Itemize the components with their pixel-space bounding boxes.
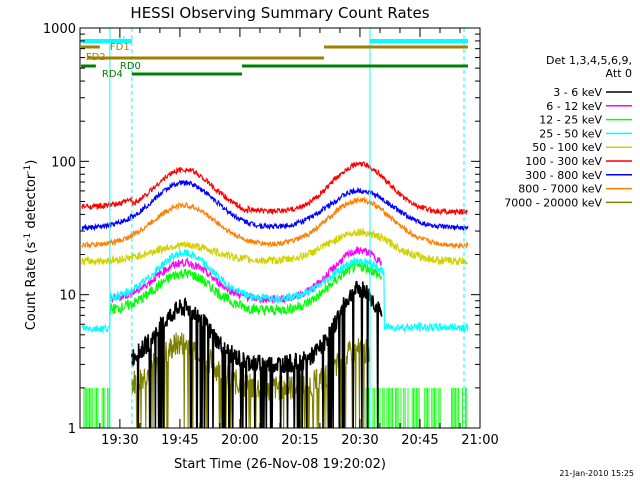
legend-label-6: 100 - 300 keV — [525, 155, 602, 168]
y-tick-label: 1 — [68, 422, 76, 437]
flag-label-fd1: FD1 — [110, 42, 130, 53]
x-tick-label: 19:30 — [101, 433, 138, 448]
y-tick-label: 1000 — [43, 22, 76, 37]
flag-label-rd0: RD0 — [120, 61, 141, 72]
series-50-100-kev — [81, 228, 469, 267]
legend-label-5: 50 - 100 keV — [532, 141, 602, 154]
flag-label-fd2: FD2 — [86, 52, 106, 63]
x-tick-label: 21:00 — [461, 433, 498, 448]
series-25-50-kev — [81, 249, 469, 334]
y-tick-label: 100 — [51, 155, 76, 170]
x-tick-label: 20:30 — [341, 433, 378, 448]
series-800-7000-kev — [81, 195, 469, 250]
x-tick-label: 20:15 — [281, 433, 318, 448]
y-axis-label: Count Rate (s-1 detector-1) — [23, 160, 39, 331]
legend-label-4: 25 - 50 keV — [539, 127, 602, 140]
chart-title: HESSI Observing Summary Count Rates — [130, 4, 429, 22]
legend-label-7: 300 - 800 keV — [525, 169, 602, 182]
series-300-800-kev — [81, 179, 469, 232]
flag-label-rd4: RD4 — [102, 69, 123, 80]
timestamp: 21-Jan-2010 15:25 — [559, 469, 634, 478]
legend-label-1: 3 - 6 keV — [553, 86, 602, 99]
flag-label-n: N — [118, 35, 125, 46]
x-tick-label: 20:45 — [401, 433, 438, 448]
x-axis-label: Start Time (26-Nov-08 19:20:02) — [174, 457, 386, 472]
x-tick-label: 20:00 — [221, 433, 258, 448]
series-12-25-kev — [109, 259, 383, 316]
y-tick-label: 10 — [59, 289, 76, 304]
x-tick-label: 19:45 — [161, 433, 198, 448]
legend-header-line2: Att 0 — [606, 67, 632, 80]
legend-label-8: 800 - 7000 keV — [518, 183, 602, 196]
legend-header-line1: Det 1,3,4,5,6,9, — [546, 54, 632, 67]
series-100-300-kev — [81, 161, 468, 216]
plot-area — [81, 161, 469, 428]
legend-label-3: 12 - 25 keV — [539, 114, 602, 127]
series-3-6-kev — [131, 280, 383, 428]
legend-label-2: 6 - 12 keV — [546, 100, 602, 113]
legend-label-9: 7000 - 20000 keV — [504, 196, 602, 209]
series-12-25-kev-low-spikes — [83, 387, 468, 428]
